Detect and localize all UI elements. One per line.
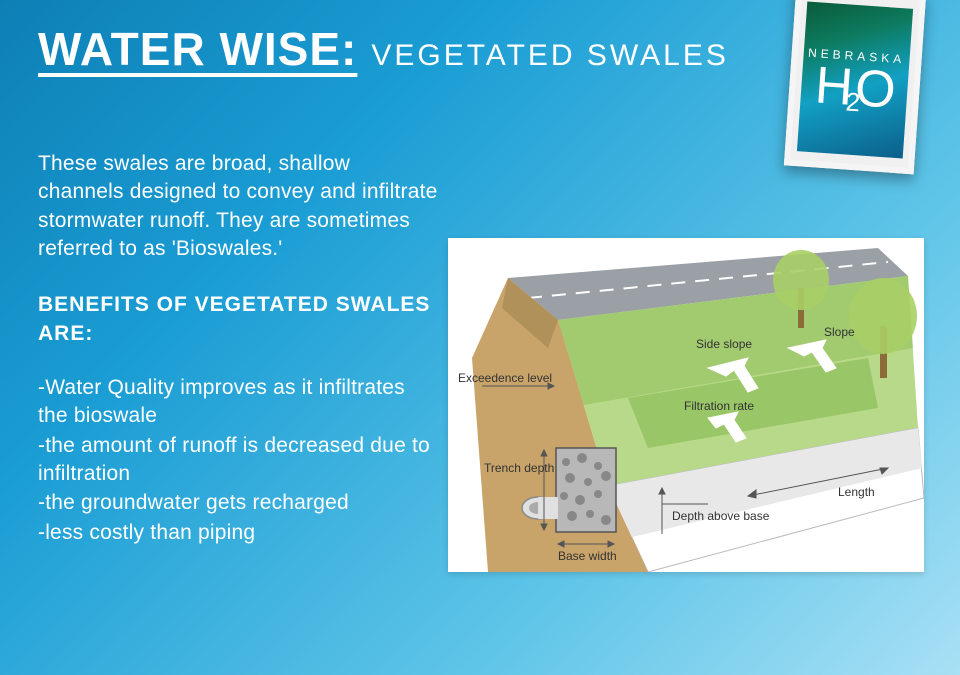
benefit-item: -Water Quality improves as it infiltrate… <box>38 374 438 431</box>
label-exceedence: Exceedence level <box>458 371 552 385</box>
benefits-list: -Water Quality improves as it infiltrate… <box>38 374 438 547</box>
pipe-body <box>538 497 558 519</box>
swale-diagram: Exceedence level Side slope Slope Filtra… <box>448 238 924 572</box>
intro-paragraph: These swales are broad, shallow channels… <box>38 150 438 263</box>
label-base-width: Base width <box>558 549 617 563</box>
logo-frame: NEBRASKA H2O <box>784 0 926 174</box>
label-side-slope: Side slope <box>696 337 752 351</box>
benefit-item: -the amount of runoff is decreased due t… <box>38 432 438 489</box>
label-depth-above: Depth above base <box>672 509 770 523</box>
label-trench-depth: Trench depth <box>484 461 554 475</box>
swale-diagram-svg: Exceedence level Side slope Slope Filtra… <box>448 238 924 572</box>
label-slope: Slope <box>824 325 855 339</box>
logo-o: O <box>853 59 895 120</box>
title-subtitle: VEGETATED SWALES <box>371 39 729 73</box>
body-content: These swales are broad, shallow channels… <box>38 150 438 548</box>
logo-2: 2 <box>845 86 860 117</box>
logo-h2o: H2O <box>814 62 896 114</box>
label-length: Length <box>838 485 875 499</box>
slide-title: WATER WISE: VEGETATED SWALES <box>38 22 729 76</box>
benefit-item: -the groundwater gets recharged <box>38 489 438 517</box>
label-filtration: Filtration rate <box>684 399 754 413</box>
nebraska-h2o-logo: NEBRASKA H2O <box>797 1 913 158</box>
benefit-item: -less costly than piping <box>38 519 438 547</box>
title-main: WATER WISE: <box>38 22 357 76</box>
benefits-heading: BENEFITS OF VEGETATED SWALES ARE: <box>38 291 438 348</box>
